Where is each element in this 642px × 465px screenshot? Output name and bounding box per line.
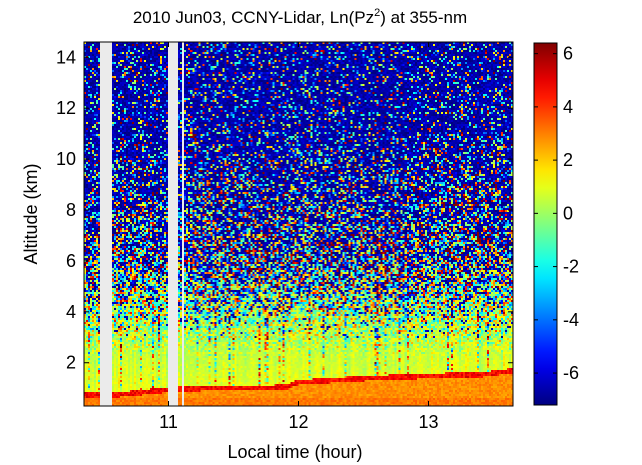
chart-title-superscript: 2 [374,7,380,19]
y-tick-label: 2 [66,353,76,373]
colorbar-tick-label: 0 [563,203,573,223]
colorbar-gradient [534,43,557,405]
y-axis-ticks: 2 4 6 8 10 12 14 [56,47,513,373]
x-axis-ticks: 11 12 13 [159,42,439,432]
y-tick-label: 4 [66,302,76,322]
colorbar-tick-label: -2 [563,257,579,277]
y-axis-label: Altitude (km) [21,163,41,264]
colorbar: -6 -4 -2 0 2 4 6 [533,42,579,406]
chart-title: 2010 Jun03, CCNY-Lidar, Ln(Pz2) at 355-n… [133,7,467,27]
plot-area: 11 12 13 2 4 6 8 10 12 14 [56,41,514,432]
colorbar-frame [533,42,558,406]
y-tick-label: 8 [66,200,76,220]
x-tick-label: 12 [288,412,308,432]
y-tick-label: 14 [56,47,76,67]
colorbar-tick-label: -4 [563,310,579,330]
colorbar-tick-label: 2 [563,150,573,170]
x-axis-label: Local time (hour) [227,442,362,462]
y-tick-label: 10 [56,149,76,169]
heatmap-image [84,42,513,406]
x-tick-label: 13 [418,412,438,432]
y-tick-label: 12 [56,98,76,118]
colorbar-ticks: -6 -4 -2 0 2 4 6 [534,44,579,383]
y-tick-label: 6 [66,251,76,271]
chart-title-main: 2010 Jun03, CCNY-Lidar, Ln(Pz [133,8,374,27]
x-tick-label: 11 [159,412,178,432]
colorbar-tick-label: -6 [563,363,579,383]
chart-title-suffix: ) at 355-nm [380,8,467,27]
colorbar-tick-label: 6 [563,44,573,64]
colorbar-tick-label: 4 [563,97,573,117]
